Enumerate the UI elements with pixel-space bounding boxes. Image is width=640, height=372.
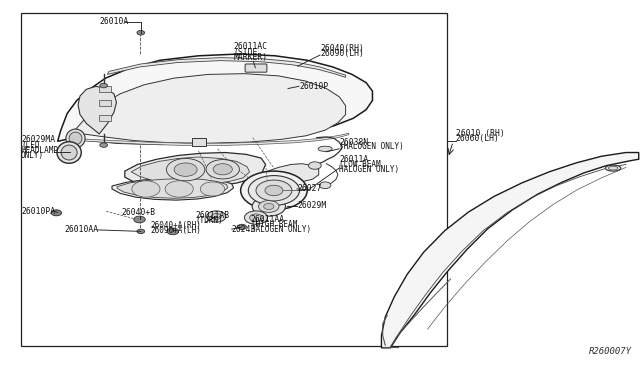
Ellipse shape: [66, 129, 85, 148]
Text: HALOGEN ONLY): HALOGEN ONLY): [251, 225, 311, 234]
Text: 26029M: 26029M: [298, 201, 327, 210]
Circle shape: [174, 163, 197, 176]
Polygon shape: [70, 133, 349, 145]
Text: HEADLAMP: HEADLAMP: [21, 146, 58, 155]
Bar: [99, 100, 111, 106]
Polygon shape: [112, 178, 234, 200]
Text: 26243: 26243: [232, 225, 256, 234]
Ellipse shape: [318, 146, 332, 151]
Bar: [99, 86, 111, 92]
Polygon shape: [108, 58, 346, 77]
Text: 26060(LH): 26060(LH): [456, 134, 500, 143]
Circle shape: [265, 185, 283, 196]
Text: (LED: (LED: [21, 141, 40, 150]
Text: 26010A: 26010A: [99, 17, 129, 26]
Text: (HALOGEN ONLY): (HALOGEN ONLY): [339, 142, 404, 151]
Circle shape: [252, 197, 285, 216]
Text: HALOGEN ONLY): HALOGEN ONLY): [339, 165, 399, 174]
Circle shape: [100, 83, 108, 88]
Bar: [192, 138, 206, 146]
Polygon shape: [381, 153, 639, 348]
Circle shape: [264, 203, 274, 209]
Text: (HIGH BEAM: (HIGH BEAM: [251, 220, 297, 229]
Circle shape: [167, 228, 179, 235]
Polygon shape: [78, 86, 116, 134]
Text: 26011AA: 26011AA: [251, 215, 285, 224]
Circle shape: [206, 160, 239, 179]
Text: 26010P: 26010P: [300, 82, 329, 91]
Ellipse shape: [61, 145, 77, 160]
Circle shape: [200, 182, 225, 196]
Polygon shape: [131, 157, 250, 185]
Circle shape: [256, 180, 292, 201]
Circle shape: [165, 181, 193, 197]
Text: (SIDE: (SIDE: [234, 48, 258, 57]
Text: 26038N: 26038N: [339, 138, 369, 147]
Circle shape: [213, 164, 232, 175]
Text: 26040(RH): 26040(RH): [320, 44, 364, 53]
Circle shape: [211, 214, 221, 219]
Text: 26011AC: 26011AC: [234, 42, 268, 51]
Ellipse shape: [609, 166, 618, 170]
Text: (TURN): (TURN): [195, 216, 223, 225]
Circle shape: [100, 143, 108, 147]
Circle shape: [207, 211, 226, 222]
Ellipse shape: [57, 142, 81, 163]
Circle shape: [137, 31, 145, 35]
Circle shape: [241, 171, 307, 210]
Text: 26010 (RH): 26010 (RH): [456, 129, 504, 138]
Text: 26040+B: 26040+B: [122, 208, 156, 217]
Text: MARKER): MARKER): [234, 53, 268, 62]
Ellipse shape: [69, 132, 82, 145]
Circle shape: [244, 211, 268, 224]
Text: (LOW BEAM: (LOW BEAM: [339, 160, 381, 169]
Circle shape: [308, 162, 321, 169]
Circle shape: [237, 224, 246, 230]
Text: 26011A: 26011A: [339, 155, 369, 164]
Polygon shape: [117, 179, 228, 198]
Text: 26010PA: 26010PA: [21, 207, 55, 216]
Polygon shape: [69, 74, 346, 143]
Polygon shape: [266, 164, 319, 183]
Text: R260007Y: R260007Y: [589, 347, 632, 356]
Text: 26029MA: 26029MA: [21, 135, 55, 144]
Polygon shape: [58, 54, 372, 144]
Ellipse shape: [605, 165, 621, 171]
Text: 26011AB: 26011AB: [195, 211, 229, 220]
Circle shape: [248, 176, 300, 205]
Bar: [99, 115, 111, 121]
Text: 26040+A(RH): 26040+A(RH): [150, 221, 201, 230]
Circle shape: [134, 216, 145, 223]
Polygon shape: [125, 153, 266, 188]
Text: 26010AA: 26010AA: [64, 225, 98, 234]
Circle shape: [132, 181, 160, 197]
Circle shape: [259, 201, 279, 212]
Text: 26090+A(LH): 26090+A(LH): [150, 226, 201, 235]
Circle shape: [319, 182, 331, 189]
Circle shape: [51, 210, 61, 216]
Text: ONLY): ONLY): [21, 151, 44, 160]
Circle shape: [250, 214, 262, 221]
Bar: [21, 13, 447, 346]
Circle shape: [137, 229, 145, 234]
Text: 26027: 26027: [298, 185, 322, 193]
Text: 26090(LH): 26090(LH): [320, 49, 364, 58]
Circle shape: [166, 158, 205, 181]
FancyBboxPatch shape: [245, 64, 267, 72]
